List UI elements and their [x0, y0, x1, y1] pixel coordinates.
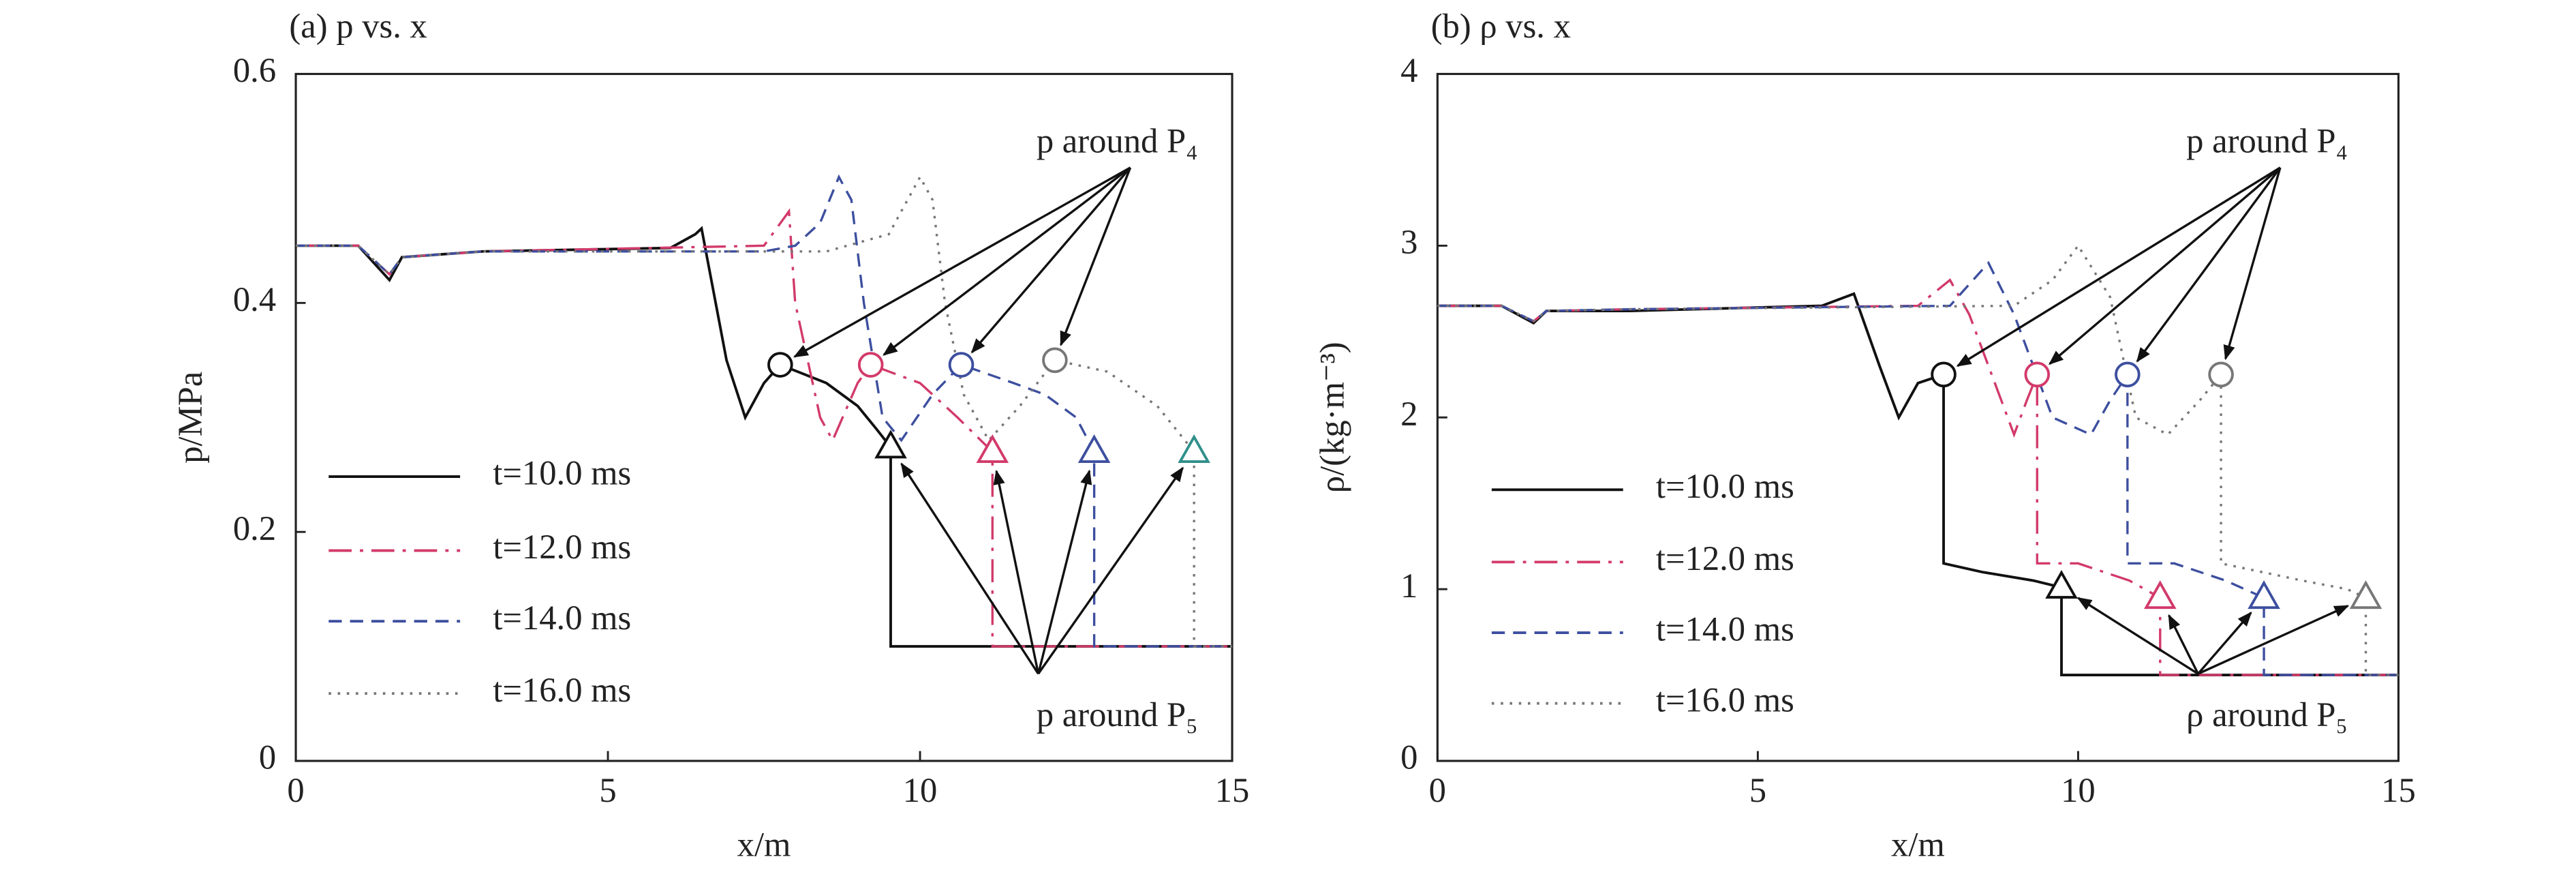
annotation-arrow: [883, 166, 1131, 356]
y-tick-label: 0: [259, 738, 276, 777]
y-tick-label: 0.6: [233, 51, 276, 89]
annotation-arrow: [2223, 167, 2282, 361]
p5-marker: [1178, 434, 1210, 464]
legend-label: t=14.0 ms: [493, 599, 631, 637]
legend-label: t=16.0 ms: [1656, 680, 1794, 719]
series-line: [1437, 260, 2399, 676]
annotation-arrow: [1037, 466, 1184, 675]
annotation-arrow: [2076, 597, 2199, 675]
annotation-arrow: [2048, 166, 2282, 365]
p4-marker: [1931, 361, 1957, 388]
x-axis-label: x/m: [737, 825, 791, 863]
y-tick-label: 2: [1400, 395, 1417, 433]
p4-marker: [2208, 361, 2234, 388]
chart-title: (a) p vs. x: [289, 7, 427, 45]
p4-marker: [948, 352, 975, 378]
annotation: p around P₄: [1037, 122, 1198, 160]
p4-marker: [1042, 347, 1068, 374]
p5-marker: [2045, 570, 2078, 599]
annotation-arrow: [2197, 611, 2252, 675]
legend-label: t=14.0 ms: [1656, 610, 1794, 648]
x-tick-label: 10: [2061, 771, 2096, 809]
p4-marker: [767, 352, 793, 378]
legend-label: t=10.0 ms: [1656, 467, 1794, 505]
legend-label: t=12.0 ms: [493, 528, 631, 566]
y-tick-label: 1: [1400, 567, 1417, 605]
y-axis-label: ρ/(kg·m⁻³): [1313, 342, 1351, 493]
annotation-arrow: [1956, 166, 2281, 367]
annotation-arrow: [993, 469, 1040, 674]
y-tick-label: 4: [1400, 51, 1417, 89]
annotation-arrow: [793, 166, 1131, 358]
annotation: p around P₅: [1037, 695, 1198, 734]
annotation-arrow: [2197, 605, 2350, 675]
x-tick-label: 5: [1749, 771, 1766, 809]
x-tick-label: 10: [903, 771, 938, 809]
y-tick-label: 0.2: [233, 509, 276, 547]
y-tick-label: 3: [1400, 223, 1417, 261]
legend-label: t=16.0 ms: [493, 671, 631, 709]
x-tick-label: 15: [1215, 771, 1250, 809]
p5-marker: [874, 430, 907, 459]
annotation-arrow: [2136, 166, 2282, 363]
p5-marker: [1077, 434, 1111, 464]
annotation-arrow: [1037, 469, 1092, 674]
p5-marker: [2349, 580, 2382, 610]
annotation: p around P₄: [2186, 122, 2348, 160]
y-tick-label: 0.4: [233, 280, 276, 318]
p5-marker: [976, 434, 1009, 464]
x-tick-label: 5: [599, 771, 616, 809]
p5-marker: [2248, 580, 2280, 610]
legend-label: t=12.0 ms: [1656, 539, 1794, 577]
x-tick-label: 15: [2381, 771, 2416, 809]
series-line: [296, 174, 1233, 648]
p5-marker: [2143, 580, 2177, 610]
annotation: ρ around P₅: [2186, 695, 2348, 734]
series-line: [296, 226, 1233, 648]
x-tick-label: 0: [287, 771, 304, 809]
legend-label: t=10.0 ms: [493, 454, 631, 492]
annotation-arrow: [900, 462, 1040, 675]
annotation-arrow: [970, 166, 1131, 354]
plot-frame: [294, 72, 1233, 762]
annotation-arrow: [2168, 614, 2199, 675]
y-tick-label: 0: [1400, 738, 1417, 777]
annotation-arrow: [1060, 167, 1132, 346]
chart-title: (b) ρ vs. x: [1431, 7, 1571, 45]
x-axis-label: x/m: [1891, 825, 1945, 863]
p4-marker: [2115, 361, 2141, 388]
p4-marker: [2024, 361, 2051, 388]
y-axis-label: p/MPa: [171, 372, 209, 464]
p4-marker: [857, 352, 884, 378]
x-tick-label: 0: [1429, 771, 1446, 809]
